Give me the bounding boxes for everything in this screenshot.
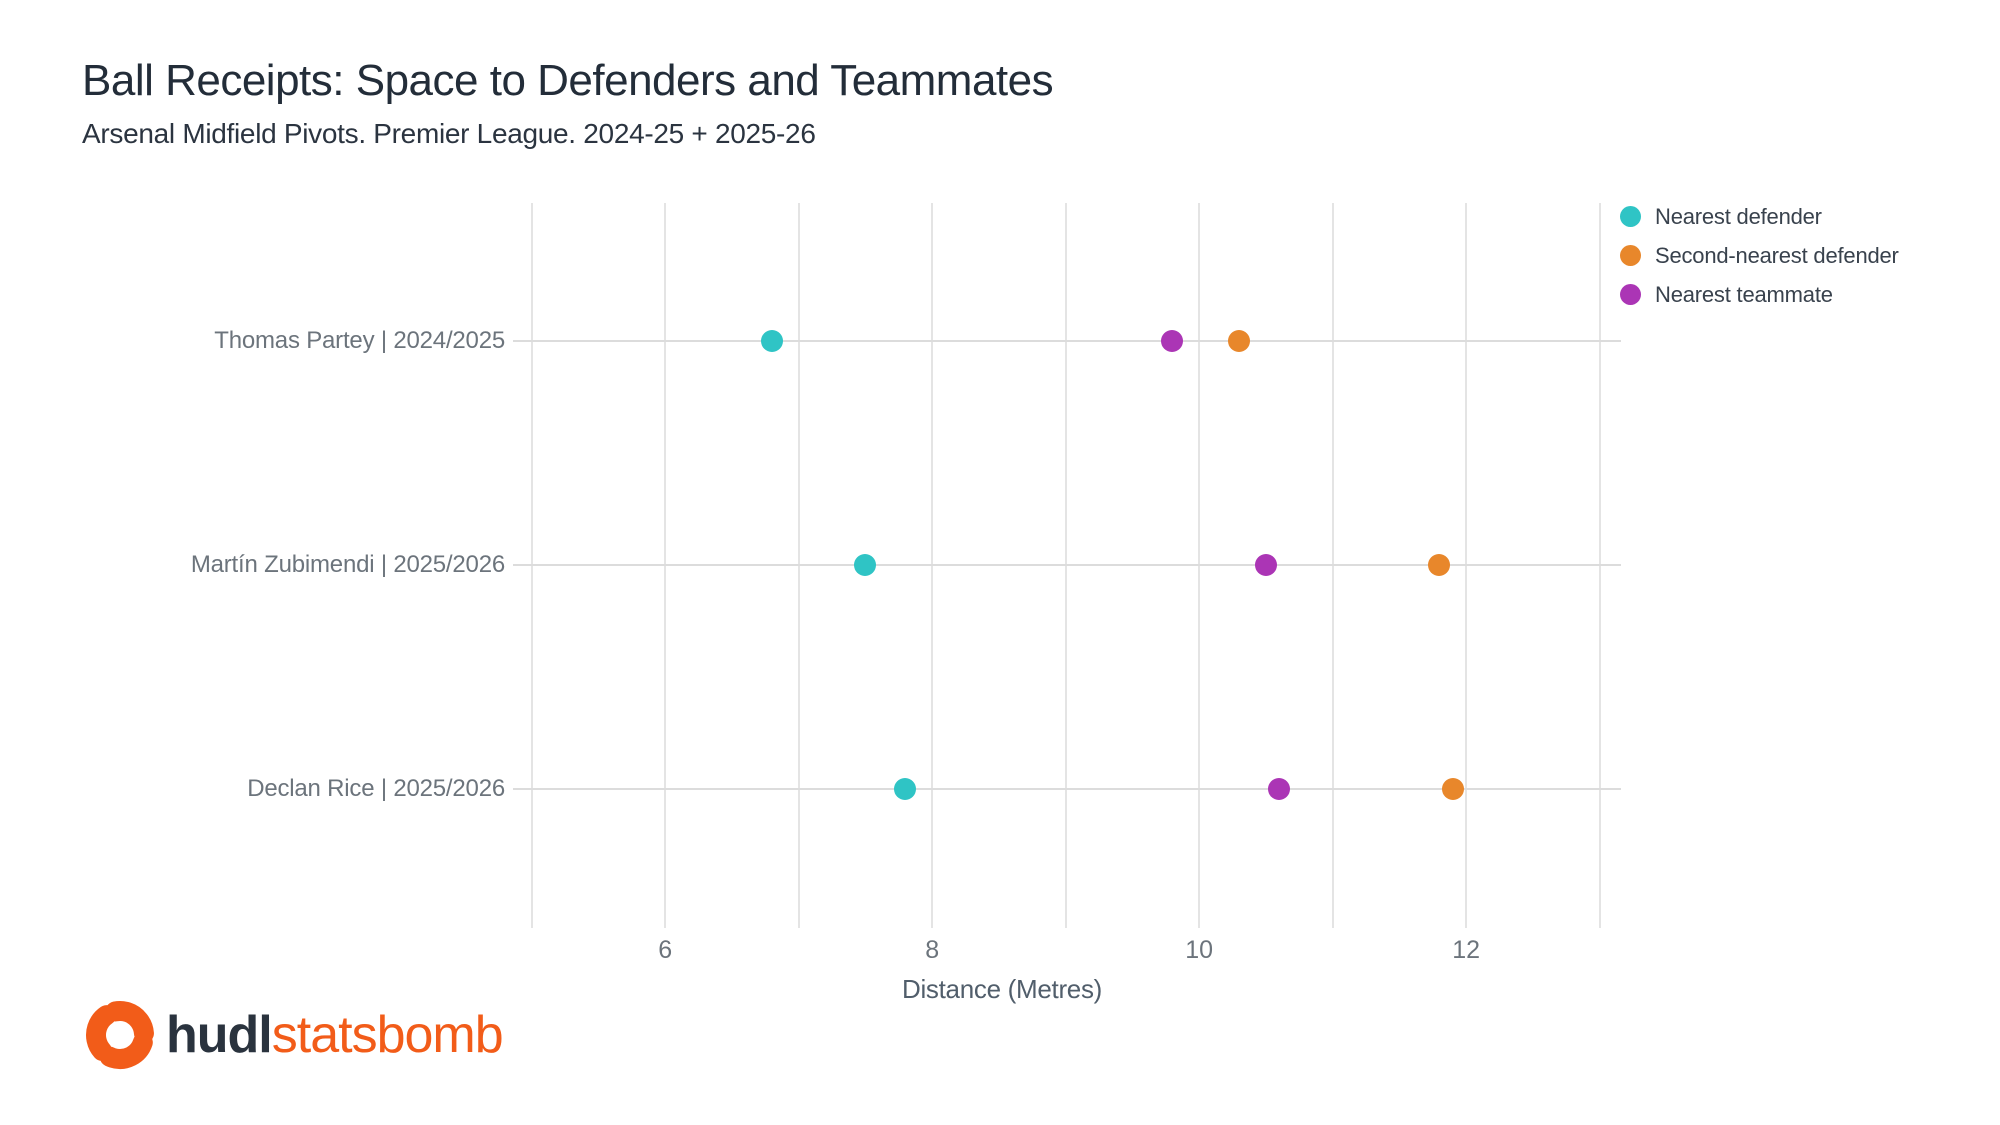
x-tick-label: 6 xyxy=(658,936,673,964)
category-label: Declan Rice | 2025/2026 xyxy=(247,775,505,803)
data-point[interactable] xyxy=(1161,329,1184,352)
data-point[interactable] xyxy=(760,329,783,352)
category-gridline xyxy=(513,788,1621,791)
x-tick-label: 8 xyxy=(925,936,940,964)
chart-title: Ball Receipts: Space to Defenders and Te… xyxy=(82,56,1054,105)
legend-label: Nearest defender xyxy=(1655,203,1822,229)
data-point[interactable] xyxy=(1441,778,1464,801)
data-point[interactable] xyxy=(894,778,917,801)
data-point[interactable] xyxy=(1228,329,1251,352)
data-point[interactable] xyxy=(1268,778,1291,801)
data-point[interactable] xyxy=(1428,553,1451,576)
legend: Nearest defender Second-nearest defender N… xyxy=(1620,202,1899,309)
hudl-statsbomb-logo: hudl statsbomb xyxy=(80,995,504,1075)
category-gridline xyxy=(513,563,1621,566)
legend-swatch-icon xyxy=(1620,284,1641,305)
logo-statsbomb-wordmark: statsbomb xyxy=(271,1006,504,1064)
category-label: Martín Zubimendi | 2025/2026 xyxy=(190,550,505,578)
legend-item: Nearest teammate xyxy=(1620,280,1899,309)
x-tick-label: 12 xyxy=(1452,936,1481,964)
legend-swatch-icon xyxy=(1620,245,1641,266)
legend-label: Nearest teammate xyxy=(1655,281,1833,307)
chart-subtitle: Arsenal Midfield Pivots. Premier League.… xyxy=(82,118,816,149)
x-axis-label: Distance (Metres) xyxy=(901,974,1103,1004)
legend-item: Nearest defender xyxy=(1620,202,1899,231)
legend-swatch-icon xyxy=(1620,206,1641,227)
x-tick-label: 10 xyxy=(1185,936,1214,964)
legend-item: Second-nearest defender xyxy=(1620,241,1899,270)
plot-area xyxy=(513,203,1621,928)
data-point[interactable] xyxy=(854,553,877,576)
legend-label: Second-nearest defender xyxy=(1655,242,1899,268)
category-gridline xyxy=(513,339,1621,342)
category-label: Thomas Partey | 2024/2025 xyxy=(214,326,505,354)
logo-hudl-wordmark: hudl xyxy=(166,1006,273,1064)
logo-text: hudl statsbomb xyxy=(166,1005,504,1065)
hudl-logo-icon xyxy=(86,1001,154,1069)
data-point[interactable] xyxy=(1254,553,1277,576)
